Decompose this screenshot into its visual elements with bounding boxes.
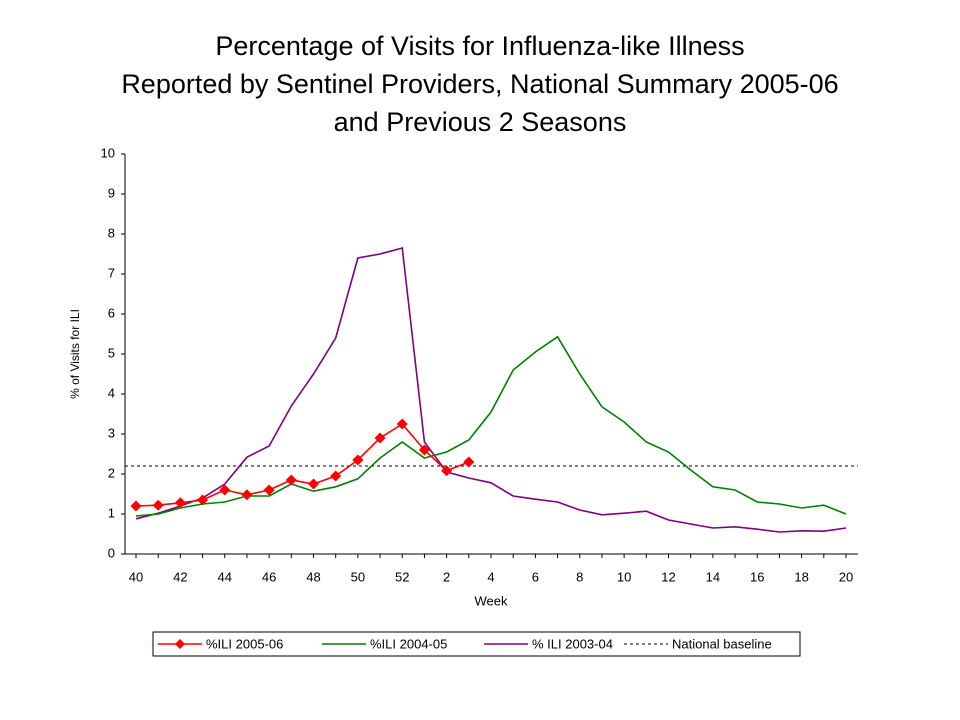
x-tick-label: 8 [576, 569, 583, 584]
series-marker [418, 444, 430, 456]
series-marker [441, 465, 453, 477]
y-tick-label: 8 [108, 225, 115, 240]
series-line [135, 246, 847, 533]
y-tick-label: 10 [101, 145, 115, 160]
y-tick-label: 7 [108, 265, 115, 280]
series-marker [152, 499, 164, 511]
x-tick-label: 18 [794, 569, 808, 584]
series-marker [396, 418, 408, 430]
legend-label: %ILI 2004-05 [370, 636, 447, 651]
chart-title: Percentage of Visits for Influenza-like … [215, 31, 744, 61]
x-tick-label: 48 [306, 569, 320, 584]
x-tick-label: 20 [839, 569, 853, 584]
x-tick-label: 6 [532, 569, 539, 584]
x-tick-label: 10 [617, 569, 631, 584]
chart-title: and Previous 2 Seasons [334, 107, 627, 137]
series-marker [219, 484, 231, 496]
x-tick-label: 52 [395, 569, 409, 584]
x-tick-label: 2 [443, 569, 450, 584]
y-tick-label: 3 [108, 425, 115, 440]
legend-box [152, 631, 801, 657]
y-tick-label: 2 [108, 465, 115, 480]
series-marker [352, 454, 364, 466]
x-tick-label: 12 [661, 569, 675, 584]
x-tick-label: 42 [173, 569, 187, 584]
series-marker [263, 484, 275, 496]
x-tick-label: 46 [262, 569, 276, 584]
y-tick-label: 0 [108, 545, 115, 560]
y-tick-label: 6 [108, 305, 115, 320]
x-tick-label: 40 [129, 569, 143, 584]
series-marker [241, 489, 253, 501]
series-marker [374, 432, 386, 444]
series-marker [330, 470, 342, 482]
x-tick-label: 50 [351, 569, 365, 584]
series-marker [463, 456, 475, 468]
legend-marker [175, 639, 185, 649]
series-line [135, 335, 847, 517]
series-marker [130, 500, 142, 512]
y-tick-label: 5 [108, 345, 115, 360]
legend-label: %ILI 2005-06 [206, 636, 283, 651]
series-line [135, 422, 470, 507]
y-tick-label: 4 [108, 385, 115, 400]
legend-label: % ILI 2003-04 [532, 636, 613, 651]
x-tick-label: 44 [218, 569, 232, 584]
series-marker [197, 494, 209, 506]
series-marker [174, 497, 186, 509]
x-tick-label: 4 [487, 569, 494, 584]
y-axis-label: % of Visits for ILI [68, 309, 82, 399]
x-tick-label: 14 [706, 569, 720, 584]
chart-title: Reported by Sentinel Providers, National… [121, 69, 838, 99]
x-tick-label: 16 [750, 569, 764, 584]
series-marker [285, 474, 297, 486]
series-marker [308, 478, 319, 490]
legend-label: National baseline [672, 636, 772, 651]
y-tick-label: 9 [108, 185, 115, 200]
x-axis-label: Week [475, 593, 508, 608]
y-tick-label: 1 [108, 505, 115, 520]
